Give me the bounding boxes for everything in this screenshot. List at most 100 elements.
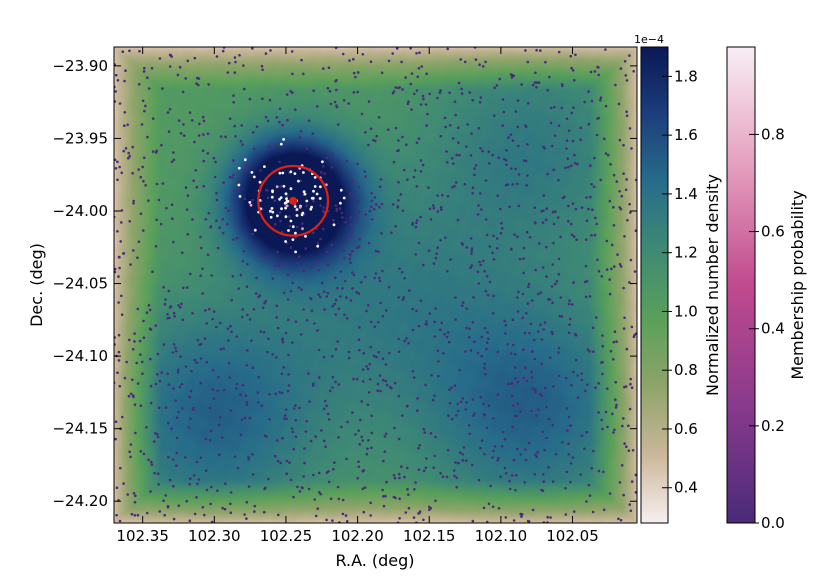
field-star [245, 401, 249, 404]
field-star [233, 56, 237, 59]
field-star [362, 469, 366, 472]
field-star [479, 395, 483, 399]
member-star [269, 209, 272, 213]
field-star [325, 250, 329, 254]
member-star [243, 158, 247, 162]
field-star [458, 368, 462, 372]
field-star [381, 488, 384, 492]
field-star [141, 372, 144, 376]
field-star [149, 384, 153, 388]
field-star [337, 497, 341, 501]
y-tick-label: −23.90 [52, 57, 108, 75]
field-star [370, 218, 374, 221]
field-star [571, 202, 575, 205]
field-star [345, 317, 349, 320]
field-star [427, 186, 430, 189]
field-star [145, 426, 148, 429]
field-star [470, 249, 474, 253]
field-star [395, 47, 399, 50]
field-star [401, 209, 405, 213]
field-star [348, 59, 351, 62]
field-star [290, 341, 294, 344]
field-star [233, 455, 237, 459]
member-star [276, 214, 279, 218]
density-colorbar-label: Normalized number density [703, 174, 722, 396]
field-star [565, 117, 569, 121]
field-star [509, 352, 513, 355]
field-star [284, 331, 288, 335]
field-star [214, 160, 217, 164]
field-star [540, 488, 543, 492]
field-star [243, 416, 247, 420]
field-star [504, 472, 508, 475]
field-star [534, 391, 537, 394]
member-star [332, 223, 336, 227]
member-star [252, 175, 256, 179]
field-star [303, 461, 306, 465]
field-star [232, 189, 236, 193]
x-tick-label: 102.35 [116, 527, 169, 545]
field-star [126, 493, 129, 496]
field-star [397, 296, 401, 299]
field-star [526, 102, 530, 105]
x-tick-label: 102.05 [546, 527, 599, 545]
field-star [350, 249, 354, 253]
field-star [554, 453, 558, 456]
field-star [416, 75, 420, 79]
field-star [320, 171, 323, 174]
field-star [586, 348, 590, 351]
field-star [362, 351, 366, 355]
field-star [343, 256, 346, 260]
field-star [486, 331, 489, 334]
field-star [117, 301, 120, 304]
field-star [572, 106, 575, 109]
field-star [443, 332, 446, 336]
field-star [378, 276, 381, 280]
field-star [331, 375, 335, 379]
field-star [199, 381, 203, 385]
field-star [498, 207, 502, 211]
field-star [457, 126, 460, 129]
field-star [231, 176, 234, 180]
field-star [161, 87, 164, 90]
field-star [554, 210, 557, 213]
field-star [283, 414, 287, 417]
field-star [166, 372, 169, 376]
field-star [605, 268, 609, 271]
field-star [326, 86, 330, 90]
field-star [236, 466, 240, 470]
field-star [508, 487, 512, 491]
field-star [291, 72, 294, 76]
field-star [351, 287, 354, 290]
field-star [465, 401, 468, 404]
field-star [491, 456, 494, 459]
field-star [229, 324, 232, 328]
field-star [256, 391, 260, 394]
field-star [573, 79, 576, 82]
field-star [612, 431, 615, 434]
field-star [552, 385, 555, 388]
field-star [298, 406, 301, 410]
field-star [223, 507, 227, 511]
field-star [457, 141, 460, 144]
field-star [483, 327, 487, 330]
field-star [285, 93, 289, 96]
member-star [325, 183, 328, 187]
field-star [296, 485, 299, 489]
field-star [142, 319, 145, 323]
field-star [464, 145, 468, 148]
field-star [172, 387, 175, 390]
field-star [516, 310, 520, 313]
field-star [419, 170, 423, 173]
field-star [540, 338, 544, 341]
field-star [341, 216, 344, 219]
field-star [570, 66, 573, 70]
field-star [352, 91, 356, 94]
field-star [186, 233, 190, 236]
field-star [266, 196, 270, 200]
field-star [474, 58, 478, 61]
field-star [361, 439, 365, 442]
field-star [139, 175, 143, 179]
field-star [157, 483, 160, 486]
field-star [453, 384, 457, 388]
